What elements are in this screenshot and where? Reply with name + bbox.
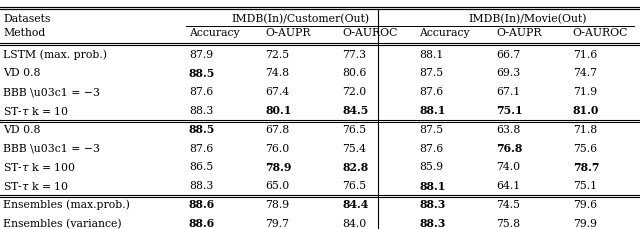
Text: 88.3: 88.3	[189, 181, 213, 191]
Text: 74.7: 74.7	[573, 68, 596, 79]
Text: 79.9: 79.9	[573, 219, 596, 229]
Text: 88.1: 88.1	[419, 50, 444, 60]
Text: 74.8: 74.8	[266, 68, 290, 79]
Text: 69.3: 69.3	[496, 68, 520, 79]
Text: O-AUROC: O-AUROC	[573, 28, 628, 38]
Text: 76.8: 76.8	[496, 143, 522, 154]
Text: ST-$\tau$ k = 10: ST-$\tau$ k = 10	[3, 105, 69, 117]
Text: 85.9: 85.9	[419, 162, 444, 172]
Text: 67.8: 67.8	[266, 125, 290, 135]
Text: VD 0.8: VD 0.8	[3, 68, 41, 79]
Text: LSTM (max. prob.): LSTM (max. prob.)	[3, 49, 108, 60]
Text: 87.6: 87.6	[419, 144, 444, 154]
Text: 88.1: 88.1	[419, 106, 445, 117]
Text: 67.4: 67.4	[266, 87, 290, 97]
Text: 88.3: 88.3	[419, 218, 445, 229]
Text: 76.5: 76.5	[342, 125, 367, 135]
Text: 84.4: 84.4	[342, 199, 369, 210]
Text: ST-$\tau$ k = 100: ST-$\tau$ k = 100	[3, 161, 76, 173]
Text: 76.0: 76.0	[266, 144, 290, 154]
Text: BBB \u03c1 = −3: BBB \u03c1 = −3	[3, 87, 100, 97]
Text: 87.9: 87.9	[189, 50, 213, 60]
Text: 86.5: 86.5	[189, 162, 213, 172]
Text: 74.5: 74.5	[496, 200, 520, 210]
Text: Accuracy: Accuracy	[189, 28, 239, 38]
Text: O-AUPR: O-AUPR	[266, 28, 311, 38]
Text: 88.1: 88.1	[419, 181, 445, 192]
Text: 79.7: 79.7	[266, 219, 289, 229]
Text: Method: Method	[3, 28, 45, 38]
Text: 84.5: 84.5	[342, 106, 369, 117]
Text: 80.6: 80.6	[342, 68, 367, 79]
Text: 87.5: 87.5	[419, 68, 444, 79]
Text: 88.6: 88.6	[189, 218, 215, 229]
Text: 71.8: 71.8	[573, 125, 597, 135]
Text: 67.1: 67.1	[496, 87, 520, 97]
Text: O-AUPR: O-AUPR	[496, 28, 541, 38]
Text: 65.0: 65.0	[266, 181, 290, 191]
Text: BBB \u03c1 = −3: BBB \u03c1 = −3	[3, 144, 100, 154]
Text: 63.8: 63.8	[496, 125, 520, 135]
Text: 71.9: 71.9	[573, 87, 597, 97]
Text: 88.5: 88.5	[189, 68, 215, 79]
Text: VD 0.8: VD 0.8	[3, 125, 41, 135]
Text: 84.0: 84.0	[342, 219, 367, 229]
Text: 72.5: 72.5	[266, 50, 290, 60]
Text: 78.9: 78.9	[266, 200, 290, 210]
Text: 88.3: 88.3	[419, 199, 445, 210]
Text: O-AUROC: O-AUROC	[342, 28, 398, 38]
Text: Datasets: Datasets	[3, 14, 51, 24]
Text: 75.6: 75.6	[573, 144, 597, 154]
Text: 87.6: 87.6	[419, 87, 444, 97]
Text: 87.5: 87.5	[419, 125, 444, 135]
Text: 75.8: 75.8	[496, 219, 520, 229]
Text: 87.6: 87.6	[189, 144, 213, 154]
Text: Accuracy: Accuracy	[419, 28, 470, 38]
Text: 88.6: 88.6	[189, 199, 215, 210]
Text: 87.6: 87.6	[189, 87, 213, 97]
Text: 76.5: 76.5	[342, 181, 367, 191]
Text: 79.6: 79.6	[573, 200, 597, 210]
Text: IMDB(In)/Movie(Out): IMDB(In)/Movie(Out)	[468, 14, 588, 24]
Text: 78.7: 78.7	[573, 162, 599, 173]
Text: 66.7: 66.7	[496, 50, 520, 60]
Text: 71.6: 71.6	[573, 50, 597, 60]
Text: Ensembles (variance): Ensembles (variance)	[3, 218, 122, 229]
Text: 78.9: 78.9	[266, 162, 292, 173]
Text: Ensembles (max.prob.): Ensembles (max.prob.)	[3, 200, 130, 210]
Text: 80.1: 80.1	[266, 106, 292, 117]
Text: 75.4: 75.4	[342, 144, 367, 154]
Text: 88.3: 88.3	[189, 106, 213, 116]
Text: 75.1: 75.1	[573, 181, 597, 191]
Text: ST-$\tau$ k = 10: ST-$\tau$ k = 10	[3, 180, 69, 192]
Text: 72.0: 72.0	[342, 87, 367, 97]
Text: 81.0: 81.0	[573, 106, 599, 117]
Text: 88.5: 88.5	[189, 124, 215, 135]
Text: 82.8: 82.8	[342, 162, 369, 173]
Text: IMDB(In)/Customer(Out): IMDB(In)/Customer(Out)	[232, 14, 370, 24]
Text: 75.1: 75.1	[496, 106, 523, 117]
Text: 74.0: 74.0	[496, 162, 520, 172]
Text: 64.1: 64.1	[496, 181, 520, 191]
Text: 77.3: 77.3	[342, 50, 367, 60]
